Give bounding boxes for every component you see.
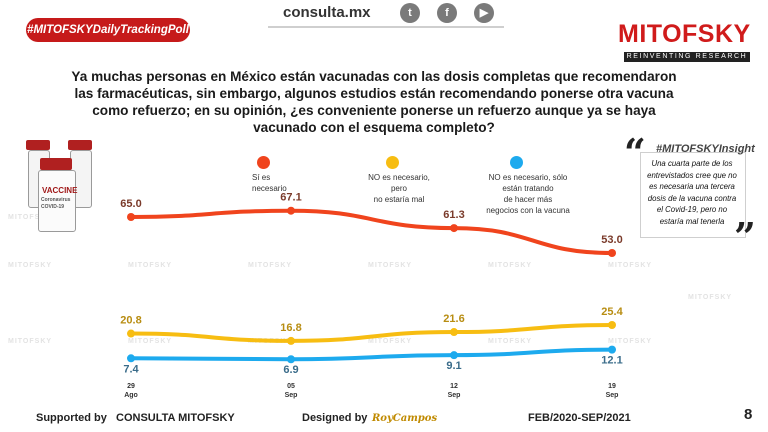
designed-by-label: Designed by [302, 412, 368, 424]
data-point [127, 213, 135, 221]
legend-no-mal: NO es necesario, pero no estaría mal [362, 172, 436, 205]
mitofsky-logo: MITOFSKY [618, 20, 751, 48]
x-tick-day: 05 [287, 383, 295, 390]
logo-tagline: REINVENTING RESEARCH [624, 52, 750, 62]
date-range: FEB/2020-SEP/2021 [528, 412, 631, 424]
watermark: MITOFSKY [368, 262, 413, 269]
facebook-icon[interactable]: f [437, 3, 457, 23]
watermark: MITOFSKY [688, 294, 733, 301]
legend-line: Sí es [252, 173, 271, 182]
vaccine-sublabel: Coronavirus COVID-19 [41, 197, 71, 210]
x-tick-day: 29 [127, 383, 135, 390]
watermark: MITOFSKY [128, 338, 173, 345]
twitter-icon[interactable]: t [400, 3, 420, 23]
insight-box [640, 152, 746, 238]
data-label: 6.9 [283, 364, 298, 376]
vial-cap [68, 140, 92, 150]
watermark: MITOFSKY [128, 262, 173, 269]
data-point [450, 351, 458, 360]
data-point [127, 329, 135, 338]
data-point [450, 224, 458, 233]
vial-cap [40, 158, 72, 170]
insight-hashtag: #MITOFSKYInsight [656, 143, 755, 155]
data-label: 9.1 [446, 360, 461, 372]
series-line [129, 208, 614, 255]
legend-line: NO es necesario, [368, 173, 430, 182]
data-point [287, 355, 295, 364]
watermark: MITOFSKY [8, 214, 53, 221]
sponsor-name: CONSULTA MITOFSKY [116, 412, 235, 424]
watermark: MITOFSKY [488, 262, 533, 269]
data-label: 21.6 [443, 313, 464, 325]
legend-line: necesario [252, 184, 287, 193]
data-label: 53.0 [601, 234, 622, 246]
series-line [129, 347, 614, 362]
watermark: MITOFSKY [8, 338, 53, 345]
top-bar [268, 0, 504, 28]
watermark: MITOFSKY [8, 262, 53, 269]
data-label: 20.8 [120, 315, 141, 327]
legend-dot-si [257, 156, 270, 169]
youtube-icon[interactable]: ▶ [474, 3, 494, 23]
legend-si: Sí es necesario [252, 172, 287, 194]
data-point [608, 321, 616, 330]
close-quote-icon: ” [734, 214, 756, 259]
data-point [450, 328, 458, 337]
supported-by-label: Supported by [36, 412, 107, 424]
vial-main [38, 170, 76, 232]
legend-line: pero [390, 184, 407, 193]
site-link[interactable]: consulta.mx [283, 4, 371, 21]
survey-question: Ya muchas personas en México están vacun… [71, 69, 677, 135]
data-point [608, 345, 616, 354]
page-number: 8 [744, 406, 753, 423]
data-label: 25.4 [601, 306, 623, 318]
insight-text: Una cuarta parte de los entrevistados cr… [647, 159, 737, 226]
data-label: 7.4 [123, 363, 139, 375]
data-label: 16.8 [280, 322, 301, 334]
legend-line: NO es necesario, sólo [488, 173, 568, 182]
legend-no-negocios: NO es necesario, sólo están tratando de … [474, 172, 582, 216]
x-tick-month: Sep [285, 392, 298, 399]
x-tick-day: 12 [450, 383, 458, 390]
data-point [608, 249, 616, 257]
legend-line: negocios con la vacuna [486, 206, 570, 215]
legend-line: de hacer más [503, 195, 553, 204]
data-point [287, 206, 295, 215]
vial-cap [26, 140, 50, 150]
x-tick-month: Sep [606, 392, 619, 399]
data-label: 61.3 [443, 209, 464, 221]
x-tick-month: Ago [124, 392, 138, 399]
watermark: MITOFSKY [248, 262, 293, 269]
x-tick-day: 19 [608, 383, 616, 390]
watermark: MITOFSKY [248, 338, 293, 345]
x-tick-month: Sep [448, 392, 461, 399]
open-quote-icon: “ [624, 130, 646, 175]
data-point [127, 354, 135, 363]
legend-line: no estaría mal [373, 195, 425, 204]
watermark: MITOFSKY [608, 262, 653, 269]
legend-dot-no-negocios [510, 156, 523, 169]
legend-line: están tratando [502, 184, 554, 193]
data-label: 12.1 [601, 355, 622, 367]
legend-dot-no-mal [386, 156, 399, 169]
data-label: 65.0 [120, 198, 141, 210]
watermark: MITOFSKY [608, 338, 653, 345]
tracking-poll-hashtag: #MITOFSKYDailyTrackingPoll [26, 18, 190, 42]
vaccine-label: VACCINE [42, 186, 78, 195]
watermark: MITOFSKY [488, 338, 533, 345]
designer-name: RoyCampos [372, 413, 438, 424]
watermark: MITOFSKY [368, 338, 413, 345]
